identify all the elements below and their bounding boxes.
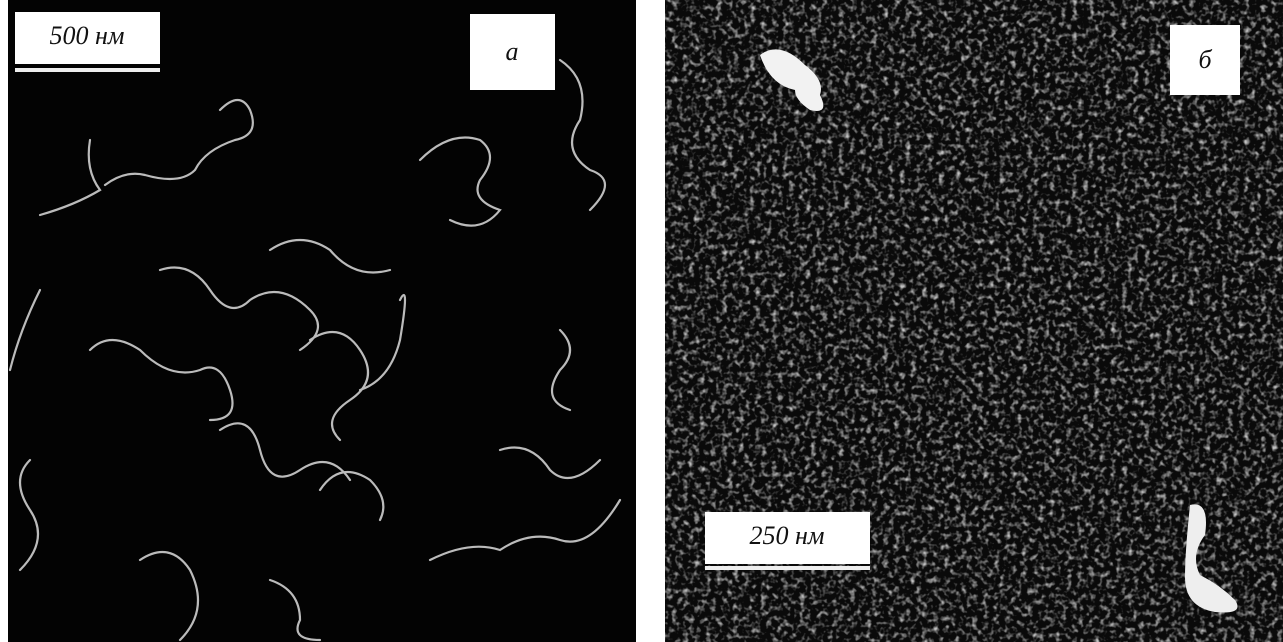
chain <box>558 58 607 212</box>
chain <box>218 422 352 482</box>
chain <box>428 498 622 562</box>
label-box <box>1170 25 1240 95</box>
chain <box>498 446 602 480</box>
chains <box>8 58 622 642</box>
panel-label: б <box>1198 45 1212 74</box>
scale-box <box>15 12 160 64</box>
chain <box>158 266 320 352</box>
chain <box>268 239 392 274</box>
scale-label: 250 нм <box>750 521 825 550</box>
micrograph-a <box>8 0 636 642</box>
scale-box <box>705 512 870 564</box>
chain <box>38 138 102 217</box>
chain <box>88 338 234 422</box>
panel-b: б 250 нм <box>665 0 1283 642</box>
chain <box>550 328 572 412</box>
scale-label: 500 нм <box>50 21 125 50</box>
chain <box>318 470 385 522</box>
chain <box>18 458 40 572</box>
particle <box>1185 504 1238 613</box>
chain <box>138 550 200 642</box>
chain <box>103 98 254 187</box>
chain <box>8 288 42 372</box>
chain <box>418 136 502 227</box>
chain <box>308 330 370 442</box>
label-box <box>470 14 555 90</box>
chain <box>268 578 322 642</box>
particle <box>760 49 824 111</box>
chain <box>358 293 407 392</box>
panel-label: а <box>506 37 519 66</box>
panel-a: 500 нм а <box>8 0 636 642</box>
